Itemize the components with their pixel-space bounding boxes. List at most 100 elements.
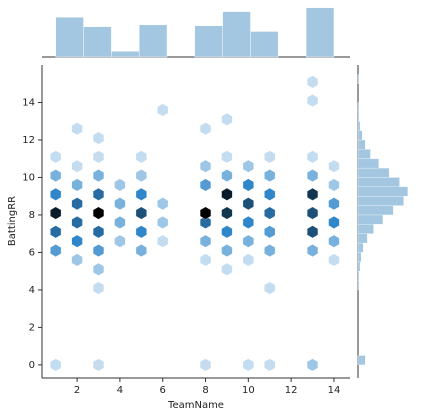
hex-bin [92, 150, 105, 164]
hex-bin [92, 206, 105, 220]
hist-bar [194, 25, 223, 58]
hex-bin [307, 169, 319, 182]
hex-bin [307, 358, 319, 372]
hex-bin [264, 225, 276, 239]
hex-bin [307, 225, 319, 239]
hex-bin [50, 244, 62, 257]
hex-bin [71, 159, 83, 173]
y-tick-label: 2 [29, 322, 35, 333]
hex-bin [135, 150, 147, 164]
hex-bin [200, 122, 212, 136]
hex-bin [307, 75, 319, 89]
hex-bin [157, 197, 169, 211]
hex-bin [328, 178, 340, 192]
hex-bin [307, 187, 319, 201]
x-tick-label: 2 [74, 385, 80, 396]
hist-bar [357, 242, 364, 253]
hex-bin [264, 206, 276, 220]
hist-bar [357, 186, 408, 197]
y-tick-label: 14 [22, 97, 35, 108]
hist-bar [55, 17, 84, 58]
hex-bin [242, 253, 254, 267]
hex-bin [157, 216, 169, 229]
hex-bin [50, 358, 62, 372]
hist-bar [357, 196, 404, 206]
hist-bar [250, 31, 279, 58]
hex-bin [92, 358, 105, 372]
hist-bar [357, 355, 366, 366]
hist-bar [222, 11, 251, 58]
hex-bin [242, 159, 254, 173]
x-tick-label: 12 [285, 385, 298, 396]
hex-bin [135, 187, 147, 201]
hex-bin [264, 150, 276, 164]
hex-bin [221, 206, 233, 220]
hex-bin [135, 244, 147, 257]
hex-bin [200, 178, 212, 192]
hex-bin [242, 234, 254, 248]
hex-bin [221, 112, 233, 126]
y-tick-label: 8 [29, 210, 35, 221]
hex-bin [307, 244, 319, 257]
hex-bin [328, 159, 340, 173]
hist-bar [357, 167, 390, 178]
hex-bin [264, 281, 276, 295]
hist-bar [357, 149, 371, 159]
hex-bin [264, 244, 276, 257]
hex-bin [135, 206, 147, 220]
hex-bin [307, 94, 319, 107]
hex-bin [135, 169, 147, 182]
hex-bin [71, 216, 83, 229]
hex-bin [221, 262, 233, 276]
hist-bar [357, 205, 394, 216]
hex-bin [328, 216, 340, 229]
hex-bin [135, 225, 147, 239]
hex-bin [50, 169, 62, 182]
hex-bin [264, 169, 276, 182]
hist-bar [357, 158, 379, 169]
hist-bar [357, 177, 400, 187]
x-tick-label: 14 [328, 385, 341, 396]
hist-bar [357, 271, 360, 281]
hex-bin [264, 358, 276, 372]
hist-bar [357, 74, 360, 84]
hex-bin [92, 225, 105, 239]
hist-bar [357, 139, 366, 150]
hex-bin [307, 150, 319, 164]
hist-bar [357, 261, 361, 272]
hist-bar [357, 111, 360, 122]
hex-bin [50, 225, 62, 239]
hex-bin [92, 281, 105, 295]
hex-bin [221, 169, 233, 182]
y-tick-label: 12 [22, 135, 35, 146]
hex-bin [114, 234, 126, 248]
hex-bin [242, 178, 254, 192]
hex-bin [200, 234, 212, 248]
y-tick-label: 10 [22, 172, 35, 183]
hex-bin [242, 216, 254, 229]
hex-bin [50, 206, 62, 220]
hex-bin [221, 244, 233, 257]
hex-bin [92, 187, 105, 201]
hex-bin [50, 187, 62, 201]
hist-bar [357, 252, 362, 262]
x-tick-label: 6 [160, 385, 166, 396]
hex-bin [242, 197, 254, 211]
hex-bin [200, 159, 212, 173]
hex-bin [71, 234, 83, 248]
hist-bar [357, 233, 368, 244]
x-tick-label: 4 [117, 385, 123, 396]
hex-bin [264, 187, 276, 201]
hex-bin [200, 358, 212, 372]
hex-bin [221, 150, 233, 164]
hist-bar [111, 51, 140, 58]
hex-bin [157, 103, 169, 117]
hex-bin [200, 216, 212, 229]
hex-bin [71, 178, 83, 192]
x-axis-label: TeamName [167, 400, 224, 411]
hex-bin [221, 225, 233, 239]
hist-bar [138, 24, 168, 58]
y-tick-label: 6 [29, 247, 35, 258]
y-tick-label: 4 [29, 285, 35, 296]
